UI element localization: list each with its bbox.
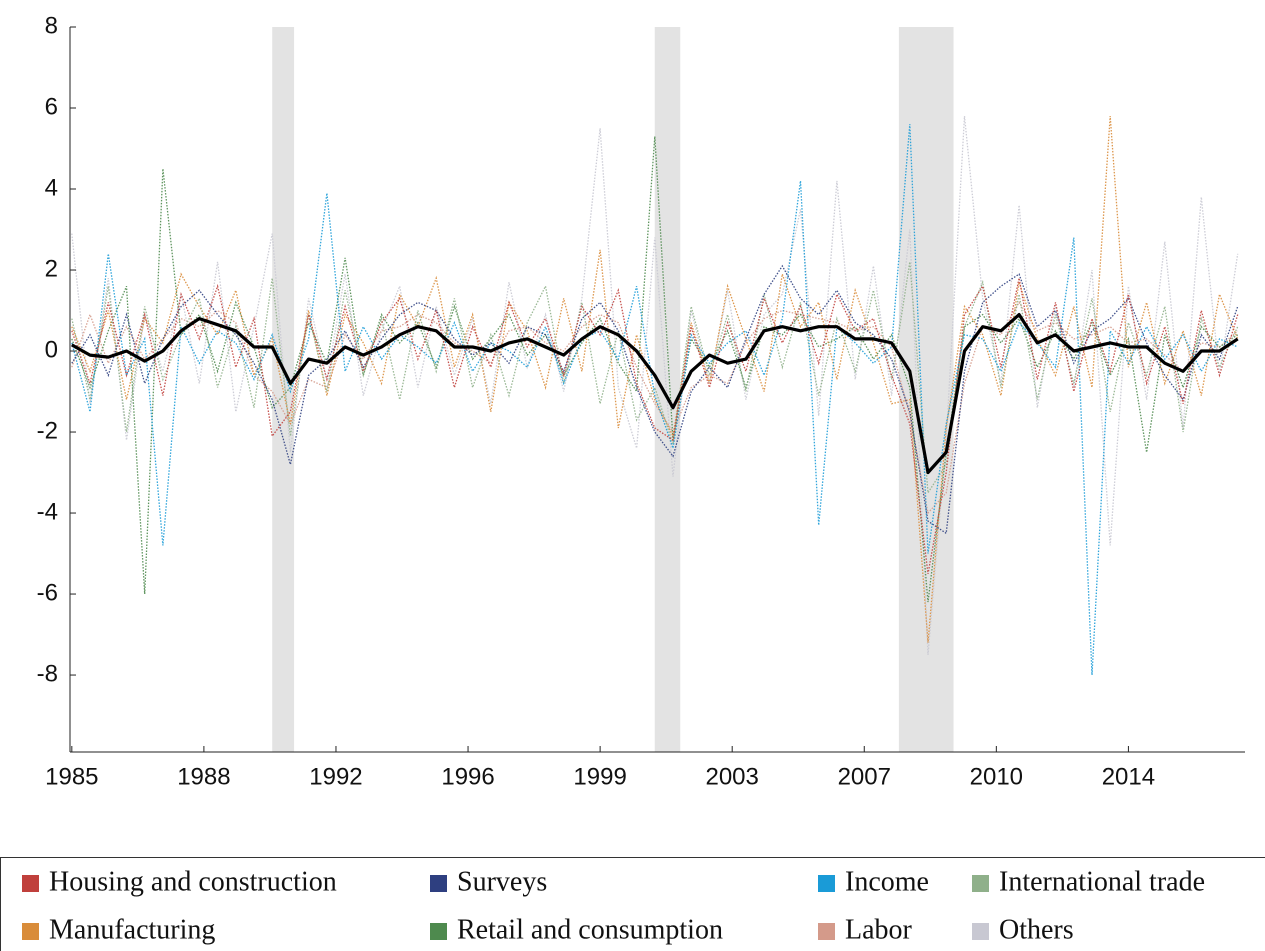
legend-frame [0,857,1265,951]
x-tick-label: 2003 [705,763,758,790]
recession-band [898,27,954,752]
legend-label: Housing and construction [49,866,337,897]
series-line [71,261,1239,495]
x-tick-label: 2010 [970,763,1023,790]
legend-swatch [972,923,989,940]
y-tick-label: -2 [37,417,58,444]
x-tick-label: 1996 [441,763,494,790]
y-tick-label: 6 [45,93,58,120]
series-line [71,136,1239,603]
legend-label: Labor [845,914,913,945]
legend: Housing and construction Surveys Income Int… [0,857,1265,951]
legend-label: Income [845,866,929,897]
x-tick-label: 1988 [177,763,230,790]
y-tick-label: 4 [45,174,58,201]
legend-label: Retail and consumption [457,914,723,945]
series-line [71,277,1239,574]
legend-label: International trade [999,866,1205,897]
y-tick-label: -8 [37,660,58,687]
series-lines [71,116,1239,676]
legend-swatch [430,923,447,940]
legend-swatch [972,875,989,892]
y-tick-label: 2 [45,255,58,282]
axes: 8 6 4 2 0 -2 -4 -6 -8 1985 1988 1992 1996 1999 2003 200… [37,12,1245,790]
y-tick-label: 8 [45,12,58,39]
y-tick-label: -4 [37,498,58,525]
x-tick-label: 1999 [573,763,626,790]
x-tick-label: 1985 [45,763,98,790]
series-line [71,301,1239,515]
legend-swatch [22,923,39,940]
x-tick-label: 1992 [309,763,362,790]
legend-swatch [430,875,447,892]
legend-label: Manufacturing [49,914,215,945]
series-line [71,116,1239,643]
series-line [71,116,1239,655]
series-line [71,264,1239,535]
recession-bands [272,27,954,752]
factor-line [71,313,1239,475]
x-tick-label: 2007 [838,763,891,790]
legend-swatch [818,875,835,892]
legend-label: Others [999,914,1074,945]
series-line [71,124,1238,676]
x-tick-label: 2014 [1102,763,1155,790]
legend-label: Surveys [457,866,547,897]
y-tick-label: -6 [37,579,58,606]
legend-swatch [22,875,39,892]
legend-swatch [818,923,835,940]
y-tick-label: 0 [45,336,58,363]
recession-band [654,27,681,752]
